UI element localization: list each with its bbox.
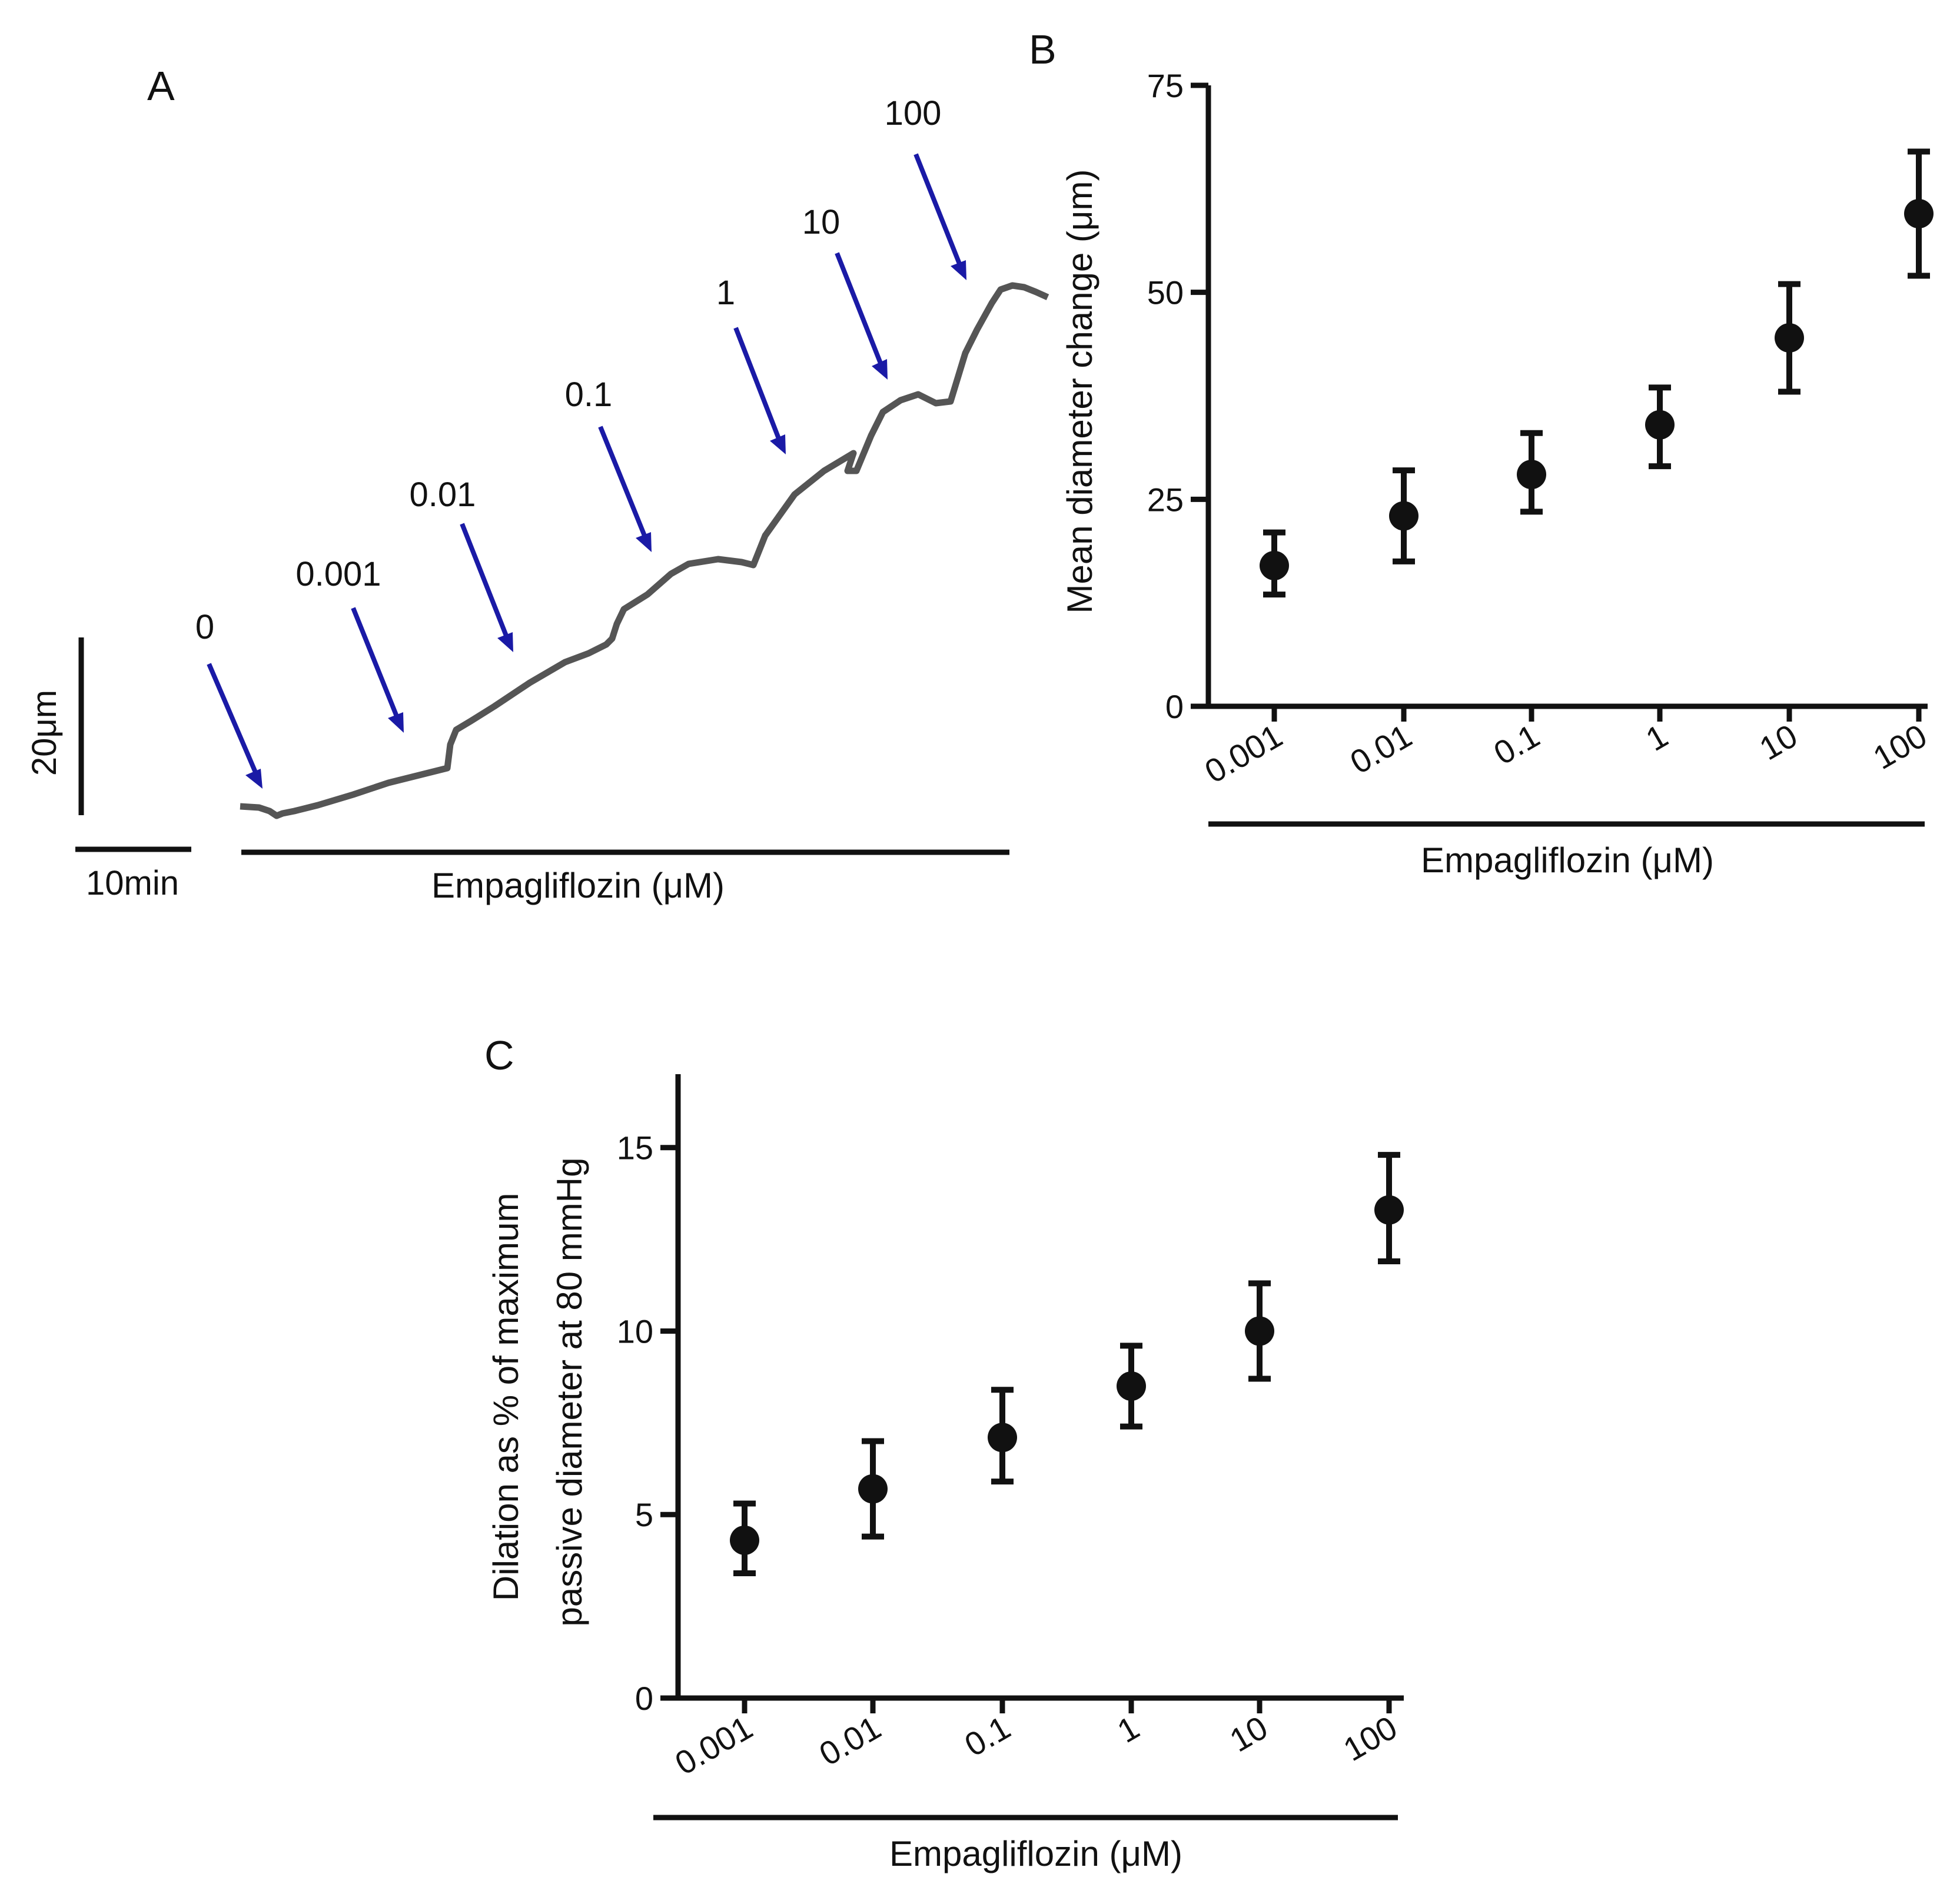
arrow-label-0.01: 0.01	[410, 476, 476, 514]
panel-b-point-0.01	[1389, 501, 1418, 531]
panel-c-xtick-label-0.001: 0.001	[669, 1709, 759, 1782]
arrow-100	[913, 153, 962, 265]
arrow-markers	[207, 153, 966, 789]
panel-c-ylabel-line-2: passive diameter at 80 mmHg	[550, 1158, 589, 1627]
panel-c: C 0 5 10 15 0.001 0.01 0.1 1 10 100 Empagliflozi…	[484, 1032, 1404, 1873]
panel-c-xlabel: Empagliflozin (μM)	[889, 1834, 1182, 1873]
panel-a-xlabel: Empagliflozin (μM)	[431, 866, 725, 905]
panel-c-x-ticks: 0.001 0.01 0.1 1 10 100	[669, 1698, 1403, 1782]
arrow-label-100: 100	[885, 94, 942, 132]
arrow-0	[207, 663, 258, 773]
scale-bar-horizontal-label: 10min	[86, 864, 179, 902]
arrow-label-0.1: 0.1	[565, 376, 613, 414]
arrow-label-0.001: 0.001	[295, 555, 381, 593]
panel-c-ytick-label-5: 5	[635, 1496, 653, 1533]
panel-c-xtick-label-100: 100	[1337, 1709, 1403, 1768]
panel-b-letter: B	[1029, 26, 1057, 72]
panel-b-point-10	[1775, 323, 1804, 353]
panel-c-xtick-label-10: 10	[1224, 1709, 1274, 1759]
arrow-0.1	[598, 426, 647, 537]
arrowhead-100	[951, 260, 966, 280]
panel-b-point-1	[1645, 410, 1675, 440]
panel-b-point-0.1	[1517, 460, 1546, 490]
panel-c-xtick-label-0.01: 0.01	[813, 1709, 887, 1773]
panel-c-point-100	[1374, 1195, 1404, 1225]
panel-b: B 0 25 50 75 0.001 0.01 0.1 1 10 100 Empaglifloz…	[1029, 26, 1934, 880]
panel-b-ytick-label-25: 25	[1147, 481, 1184, 518]
scale-bar-vertical-label: 20μm	[25, 690, 64, 776]
panel-b-y-ticks: 0 25 50 75	[1147, 67, 1208, 725]
arrowhead-0.001	[388, 712, 404, 733]
panel-b-ytick-label-75: 75	[1147, 67, 1184, 104]
panel-b-xtick-label-0.001: 0.001	[1198, 717, 1288, 790]
arrowhead-0.01	[497, 632, 513, 652]
panel-b-points	[1260, 148, 1934, 598]
arrow-label-1: 1	[716, 274, 735, 312]
panel-b-x-ticks: 0.001 0.01 0.1 1 10 100	[1198, 706, 1933, 790]
panel-b-ytick-label-50: 50	[1147, 274, 1184, 311]
panel-b-xtick-label-10: 10	[1753, 717, 1803, 768]
panel-b-ylabel: Mean diameter change (μm)	[1060, 170, 1099, 614]
arrowhead-1	[770, 434, 786, 454]
arrow-1	[733, 327, 781, 440]
panel-b-xlabel: Empagliflozin (μM)	[1421, 840, 1714, 880]
panel-b-xtick-label-0.1: 0.1	[1487, 717, 1546, 772]
panel-c-ytick-label-15: 15	[617, 1129, 653, 1167]
panel-c-point-1	[1117, 1371, 1146, 1401]
panel-c-point-10	[1245, 1316, 1274, 1346]
panel-c-point-0.1	[988, 1423, 1017, 1453]
arrow-10	[835, 252, 883, 364]
panel-c-letter: C	[484, 1032, 514, 1078]
panel-c-point-0.01	[858, 1474, 888, 1504]
panel-b-point-0.001	[1260, 550, 1289, 580]
panel-c-ytick-label-10: 10	[617, 1313, 653, 1350]
panel-a-letter: A	[147, 63, 175, 109]
panel-c-xtick-label-1: 1	[1111, 1709, 1145, 1750]
panel-b-ytick-label-0: 0	[1165, 688, 1184, 725]
panel-c-point-0.001	[730, 1525, 759, 1555]
panel-c-ylabel-line-1: Dilation as % of maximum	[486, 1193, 526, 1602]
panel-c-xtick-label-0.1: 0.1	[958, 1709, 1016, 1763]
panel-c-points	[730, 1152, 1404, 1576]
arrow-labels: 0 0.001 0.01 0.1 1 10 100	[195, 94, 942, 646]
arrowhead-0	[245, 769, 263, 789]
panel-c-ytick-label-0: 0	[635, 1680, 653, 1717]
panel-b-xtick-label-1: 1	[1640, 717, 1674, 758]
panel-a: A 0 0.001 0.01 0.1 1 10 100	[25, 63, 1049, 905]
arrowhead-0.1	[636, 532, 652, 552]
arrowhead-10	[872, 359, 888, 380]
arrow-0.01	[460, 523, 509, 637]
arrow-label-10: 10	[802, 203, 841, 241]
panel-b-xtick-label-100: 100	[1867, 717, 1933, 776]
panel-b-xtick-label-0.01: 0.01	[1344, 717, 1418, 781]
panel-c-y-ticks: 0 5 10 15	[617, 1129, 678, 1717]
arrow-0.001	[351, 607, 399, 717]
arrow-label-0: 0	[195, 608, 214, 646]
diameter-trace	[240, 282, 1049, 819]
panel-b-point-100	[1904, 199, 1934, 229]
panel-c-ylabel: Dilation as % of maximum passive diamete…	[486, 1158, 589, 1627]
